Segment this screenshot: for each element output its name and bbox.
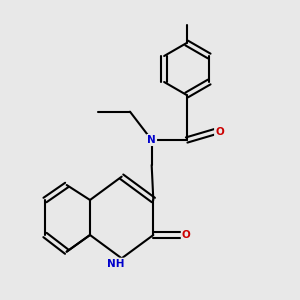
Text: NH: NH xyxy=(107,259,124,269)
Text: N: N xyxy=(147,135,156,145)
Text: O: O xyxy=(182,230,190,240)
Text: O: O xyxy=(215,127,224,137)
